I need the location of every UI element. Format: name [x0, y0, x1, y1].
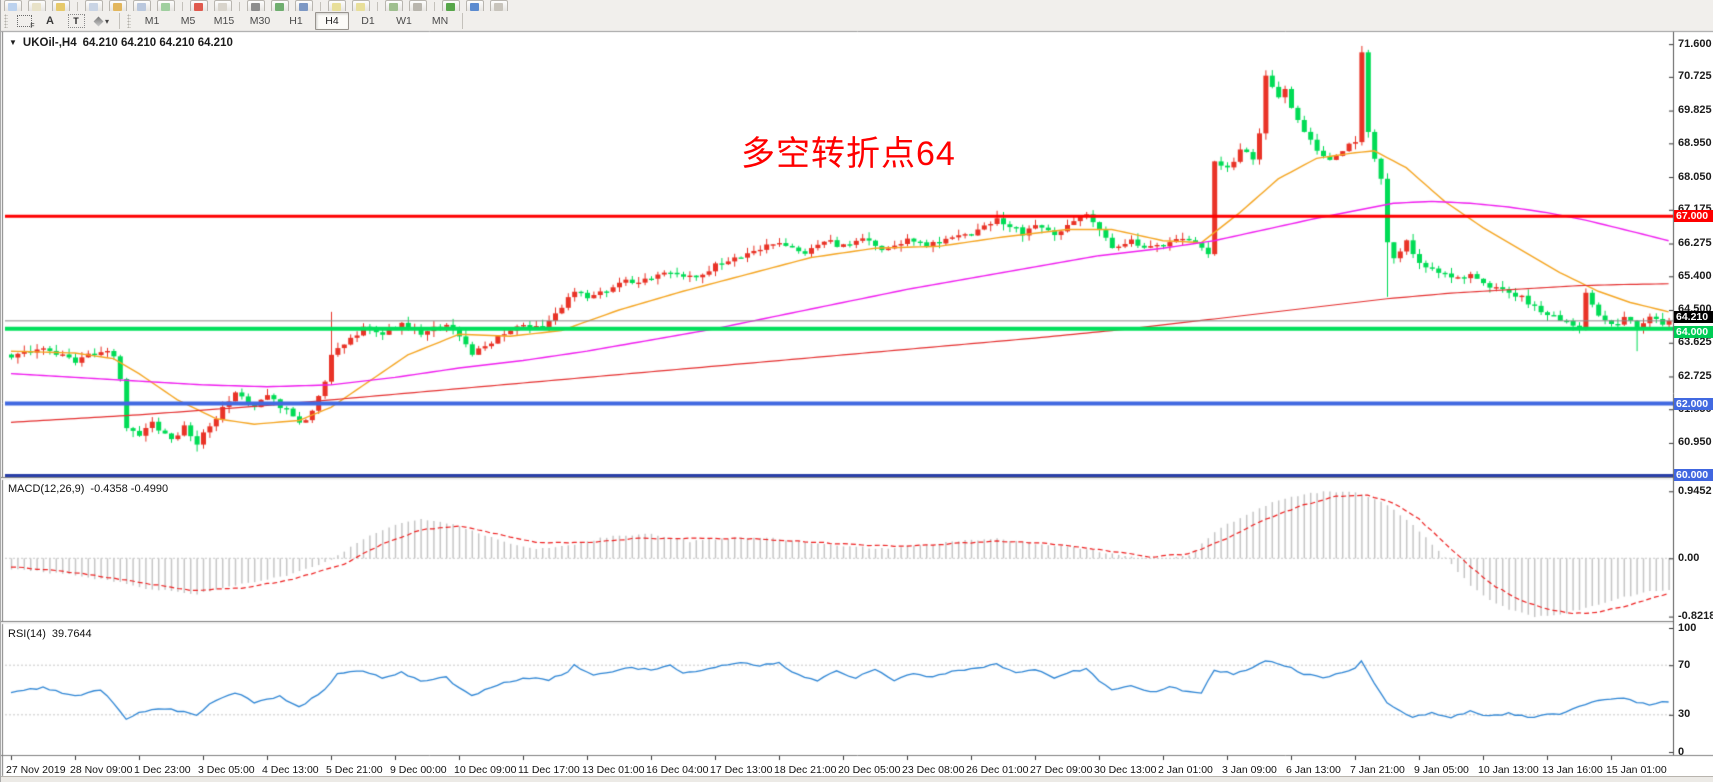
macd-indicator-label: MACD(12,26,9) -0.4358 -0.4990: [8, 483, 168, 495]
time-axis-label: 15 Jan 01:00: [1606, 764, 1667, 776]
chart-symbol-period: UKOil-,H4: [22, 37, 77, 49]
price-axis-tick-label: 71.600: [1678, 37, 1712, 50]
price-axis-tick-label: 63.625: [1678, 336, 1712, 349]
time-axis-label: 13 Jan 16:00: [1542, 764, 1603, 776]
time-axis-label: 2 Jan 01:00: [1158, 764, 1213, 776]
price-axis-tick-label: 62.725: [1678, 369, 1712, 382]
chart-title: ▼ UKOil-,H4 64.210 64.210 64.210 64.210: [9, 37, 233, 49]
rsi-name: RSI(14): [8, 628, 46, 640]
time-axis-label: 28 Nov 09:00: [70, 764, 133, 776]
price-level-tag-60000: 60.000: [1674, 469, 1713, 481]
chart-text-annotation[interactable]: 多空转折点64: [741, 135, 956, 173]
time-axis-label: 27 Nov 2019: [6, 764, 66, 776]
time-axis-label: 17 Dec 13:00: [710, 764, 773, 776]
price-axis-tick-label: 69.825: [1678, 104, 1712, 117]
rsi-axis-value: 100: [1678, 621, 1697, 634]
macd-axis-value: 0.00: [1678, 551, 1700, 564]
time-axis-label: 13 Dec 01:00: [582, 764, 645, 776]
time-axis-label: 18 Dec 21:00: [774, 764, 837, 776]
time-axis-label: 10 Dec 09:00: [454, 764, 517, 776]
price-axis-tick-label: 68.050: [1678, 170, 1712, 183]
time-axis-label: 1 Dec 23:00: [134, 764, 191, 776]
time-axis-label: 7 Jan 21:00: [1350, 764, 1405, 776]
macd-axis-value: 0.9452: [1678, 484, 1712, 497]
time-axis-label: 27 Dec 09:00: [1030, 764, 1093, 776]
price-level-tag-67000: 67.000: [1674, 210, 1713, 223]
chart-dropdown-icon[interactable]: ▼: [9, 37, 17, 47]
time-axis-label: 10 Jan 13:00: [1478, 764, 1539, 776]
time-axis-label: 26 Dec 01:00: [966, 764, 1029, 776]
rsi-value: 39.7644: [51, 628, 92, 640]
chart-ohlc-values: 64.210 64.210 64.210 64.210: [82, 37, 233, 49]
time-axis-label: 3 Dec 05:00: [198, 764, 255, 776]
time-axis-label: 9 Jan 05:00: [1414, 764, 1469, 776]
price-axis-tick-label: 66.275: [1678, 237, 1712, 249]
time-axis-label: 23 Dec 08:00: [902, 764, 965, 776]
macd-values: -0.4358 -0.4990: [90, 483, 169, 495]
time-axis-label: 30 Dec 13:00: [1094, 764, 1157, 776]
rsi-axis-value: 30: [1678, 708, 1691, 721]
rsi-indicator-label: RSI(14) 39.7644: [8, 628, 92, 640]
price-level-tag-64000: 64.000: [1674, 325, 1713, 338]
price-axis-tick-label: 70.725: [1678, 70, 1712, 83]
time-axis-label: 11 Dec 17:00: [518, 764, 580, 776]
time-axis-label: 4 Dec 13:00: [262, 764, 319, 776]
macd-name: MACD(12,26,9): [8, 483, 85, 495]
price-level-tag-64210: 64.210: [1674, 310, 1713, 323]
time-axis-label: 20 Dec 05:00: [838, 764, 901, 776]
time-axis-label: 9 Dec 00:00: [390, 764, 447, 776]
time-axis-label: 16 Dec 04:00: [646, 764, 709, 776]
price-axis-tick-label: 60.950: [1678, 436, 1712, 449]
price-axis-tick-label: 68.950: [1678, 136, 1712, 149]
status-bar: [1, 776, 1713, 782]
time-axis-label: 3 Jan 09:00: [1222, 764, 1277, 776]
macd-axis-value: -0.8218: [1678, 610, 1713, 623]
time-axis-label: 6 Jan 13:00: [1286, 764, 1341, 776]
time-axis-label: 5 Dec 21:00: [326, 764, 383, 776]
price-axis-tick-label: 65.400: [1678, 269, 1712, 282]
rsi-axis-value: 0: [1678, 745, 1685, 758]
rsi-axis-value: 70: [1678, 658, 1691, 671]
price-level-tag-62000: 62.000: [1674, 397, 1713, 410]
